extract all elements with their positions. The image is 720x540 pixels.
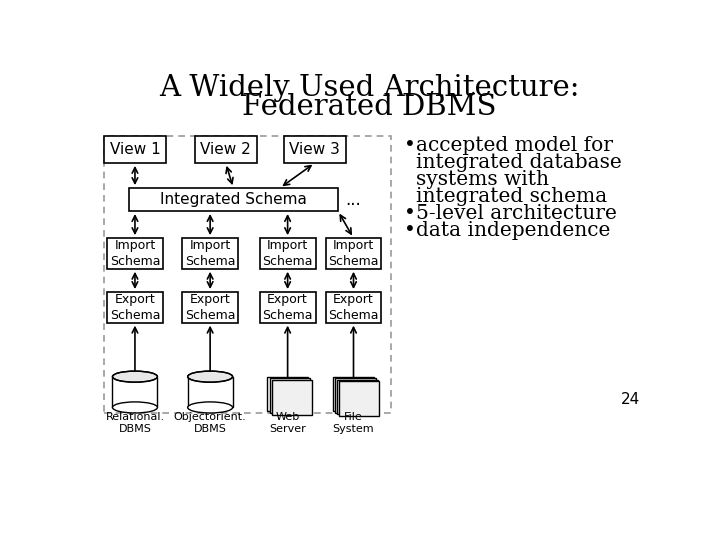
Text: A Widely Used Architecture:: A Widely Used Architecture:	[158, 74, 580, 102]
Text: Import
Schema: Import Schema	[185, 239, 235, 268]
Text: Import
Schema: Import Schema	[328, 239, 379, 268]
Text: Import
Schema: Import Schema	[262, 239, 313, 268]
Text: integrated database: integrated database	[416, 153, 622, 172]
FancyBboxPatch shape	[267, 377, 307, 411]
Text: File
System: File System	[333, 412, 374, 434]
Bar	[129, 188, 338, 211]
FancyBboxPatch shape	[270, 379, 310, 413]
Text: 24: 24	[621, 393, 640, 408]
FancyBboxPatch shape	[336, 378, 376, 413]
Text: Export
Schema: Export Schema	[109, 293, 160, 322]
Bar	[284, 136, 346, 163]
FancyBboxPatch shape	[333, 377, 374, 411]
Text: accepted model for: accepted model for	[416, 136, 613, 155]
FancyBboxPatch shape	[339, 381, 379, 416]
Text: ...: ...	[346, 191, 361, 208]
Text: Objectorient.
DBMS: Objectorient. DBMS	[174, 412, 246, 434]
Ellipse shape	[188, 371, 233, 382]
Bar	[188, 377, 233, 408]
Text: Web
Server: Web Server	[269, 412, 306, 434]
Ellipse shape	[112, 371, 158, 382]
Text: View 1: View 1	[109, 142, 161, 157]
Text: Import
Schema: Import Schema	[109, 239, 160, 268]
Bar	[182, 292, 238, 323]
Text: Relational.
DBMS: Relational. DBMS	[105, 412, 164, 434]
Bar	[107, 238, 163, 269]
Bar	[112, 377, 158, 408]
Text: •: •	[404, 204, 415, 223]
Text: •: •	[404, 221, 415, 240]
Text: Federated DBMS: Federated DBMS	[242, 93, 496, 121]
Text: Export
Schema: Export Schema	[185, 293, 235, 322]
Ellipse shape	[112, 402, 158, 413]
Bar	[325, 238, 382, 269]
FancyBboxPatch shape	[272, 380, 312, 415]
Text: Integrated Schema: Integrated Schema	[160, 192, 307, 207]
Text: integrated schema: integrated schema	[416, 187, 608, 206]
Bar	[107, 292, 163, 323]
Ellipse shape	[188, 402, 233, 413]
Text: data independence: data independence	[416, 221, 611, 240]
Bar	[194, 136, 256, 163]
FancyBboxPatch shape	[337, 380, 377, 414]
Bar	[104, 136, 166, 163]
Text: View 3: View 3	[289, 142, 340, 157]
Text: Export
Schema: Export Schema	[262, 293, 313, 322]
Text: •: •	[404, 136, 415, 155]
Text: View 2: View 2	[200, 142, 251, 157]
Text: 5-level architecture: 5-level architecture	[416, 204, 617, 223]
Text: Export
Schema: Export Schema	[328, 293, 379, 322]
Bar	[325, 292, 382, 323]
Text: systems with: systems with	[416, 170, 549, 189]
Bar	[182, 238, 238, 269]
Bar	[260, 292, 315, 323]
Bar	[260, 238, 315, 269]
Bar	[104, 136, 391, 413]
